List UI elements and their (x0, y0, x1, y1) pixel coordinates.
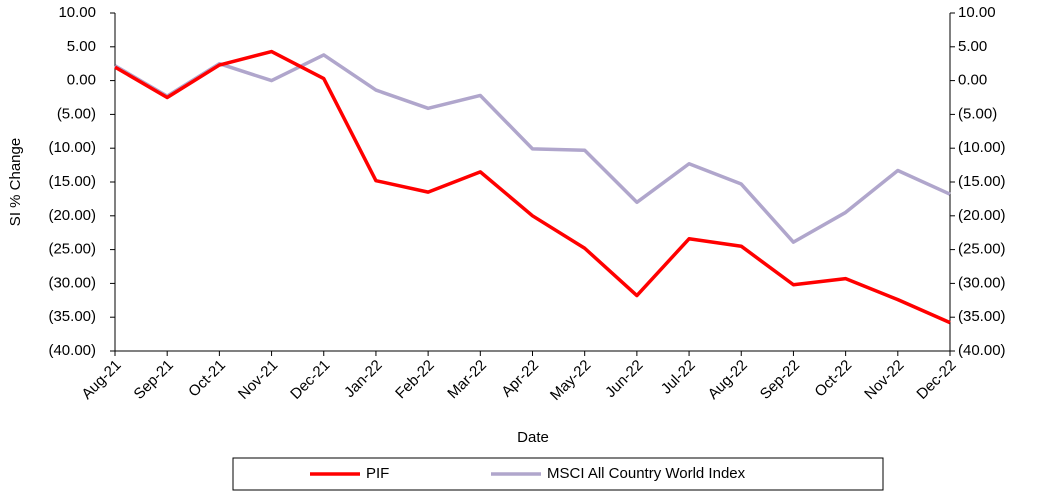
y-tick-label: (30.00) (48, 274, 96, 291)
y-tick-label: (40.00) (48, 342, 96, 359)
x-tick-label: Mar-22 (444, 357, 490, 403)
x-tick-label: Oct-22 (811, 357, 855, 401)
x-tick-label: Feb-22 (392, 357, 438, 403)
x-tick-label: Nov-22 (861, 357, 907, 403)
x-tick-label: Aug-21 (78, 357, 124, 403)
x-tick-label: Sep-22 (757, 357, 803, 403)
y-tick-label: (10.00) (48, 139, 96, 156)
y2-tick-label: 10.00 (958, 4, 996, 21)
y-tick-label: 5.00 (67, 38, 96, 55)
x-tick-label: Jul-22 (658, 357, 699, 398)
x-tick-label: Jan-22 (341, 357, 385, 401)
y-axis-title: SI % Change (7, 138, 24, 226)
y2-tick-label: (15.00) (958, 173, 1006, 190)
y2-tick-label: (10.00) (958, 139, 1006, 156)
series-line (114, 53, 951, 244)
x-tick-label: Dec-22 (913, 357, 959, 403)
y-tick-label: (35.00) (48, 308, 96, 325)
x-tick-label: Jun-22 (602, 357, 646, 401)
legend-box (232, 457, 884, 491)
y2-tick-label: 0.00 (958, 72, 987, 89)
y-tick-label: (25.00) (48, 241, 96, 258)
x-tick-label: Oct-21 (185, 357, 229, 401)
x-tick-label: Nov-21 (235, 357, 281, 403)
series-line (114, 49, 951, 325)
y2-tick-label: (40.00) (958, 342, 1006, 359)
legend-label: MSCI All Country World Index (547, 465, 746, 482)
y2-tick-label: 5.00 (958, 38, 987, 55)
y2-tick-label: (20.00) (958, 207, 1006, 224)
x-tick-label: Aug-22 (705, 357, 751, 403)
y2-tick-label: (5.00) (958, 105, 997, 122)
x-tick-label: May-22 (547, 357, 594, 404)
x-axis-title: Date (517, 429, 549, 446)
legend-label: PIF (366, 465, 389, 482)
x-tick-label: Dec-21 (287, 357, 333, 403)
y2-tick-label: (30.00) (958, 274, 1006, 291)
y-tick-label: 10.00 (58, 4, 96, 21)
y-tick-label: 0.00 (67, 72, 96, 89)
y2-tick-label: (25.00) (958, 241, 1006, 258)
y-tick-label: (5.00) (57, 105, 96, 122)
y-tick-label: (15.00) (48, 173, 96, 190)
y2-tick-label: (35.00) (958, 308, 1006, 325)
y-tick-label: (20.00) (48, 207, 96, 224)
x-tick-label: Sep-21 (131, 357, 177, 403)
x-tick-label: Apr-22 (498, 357, 542, 401)
